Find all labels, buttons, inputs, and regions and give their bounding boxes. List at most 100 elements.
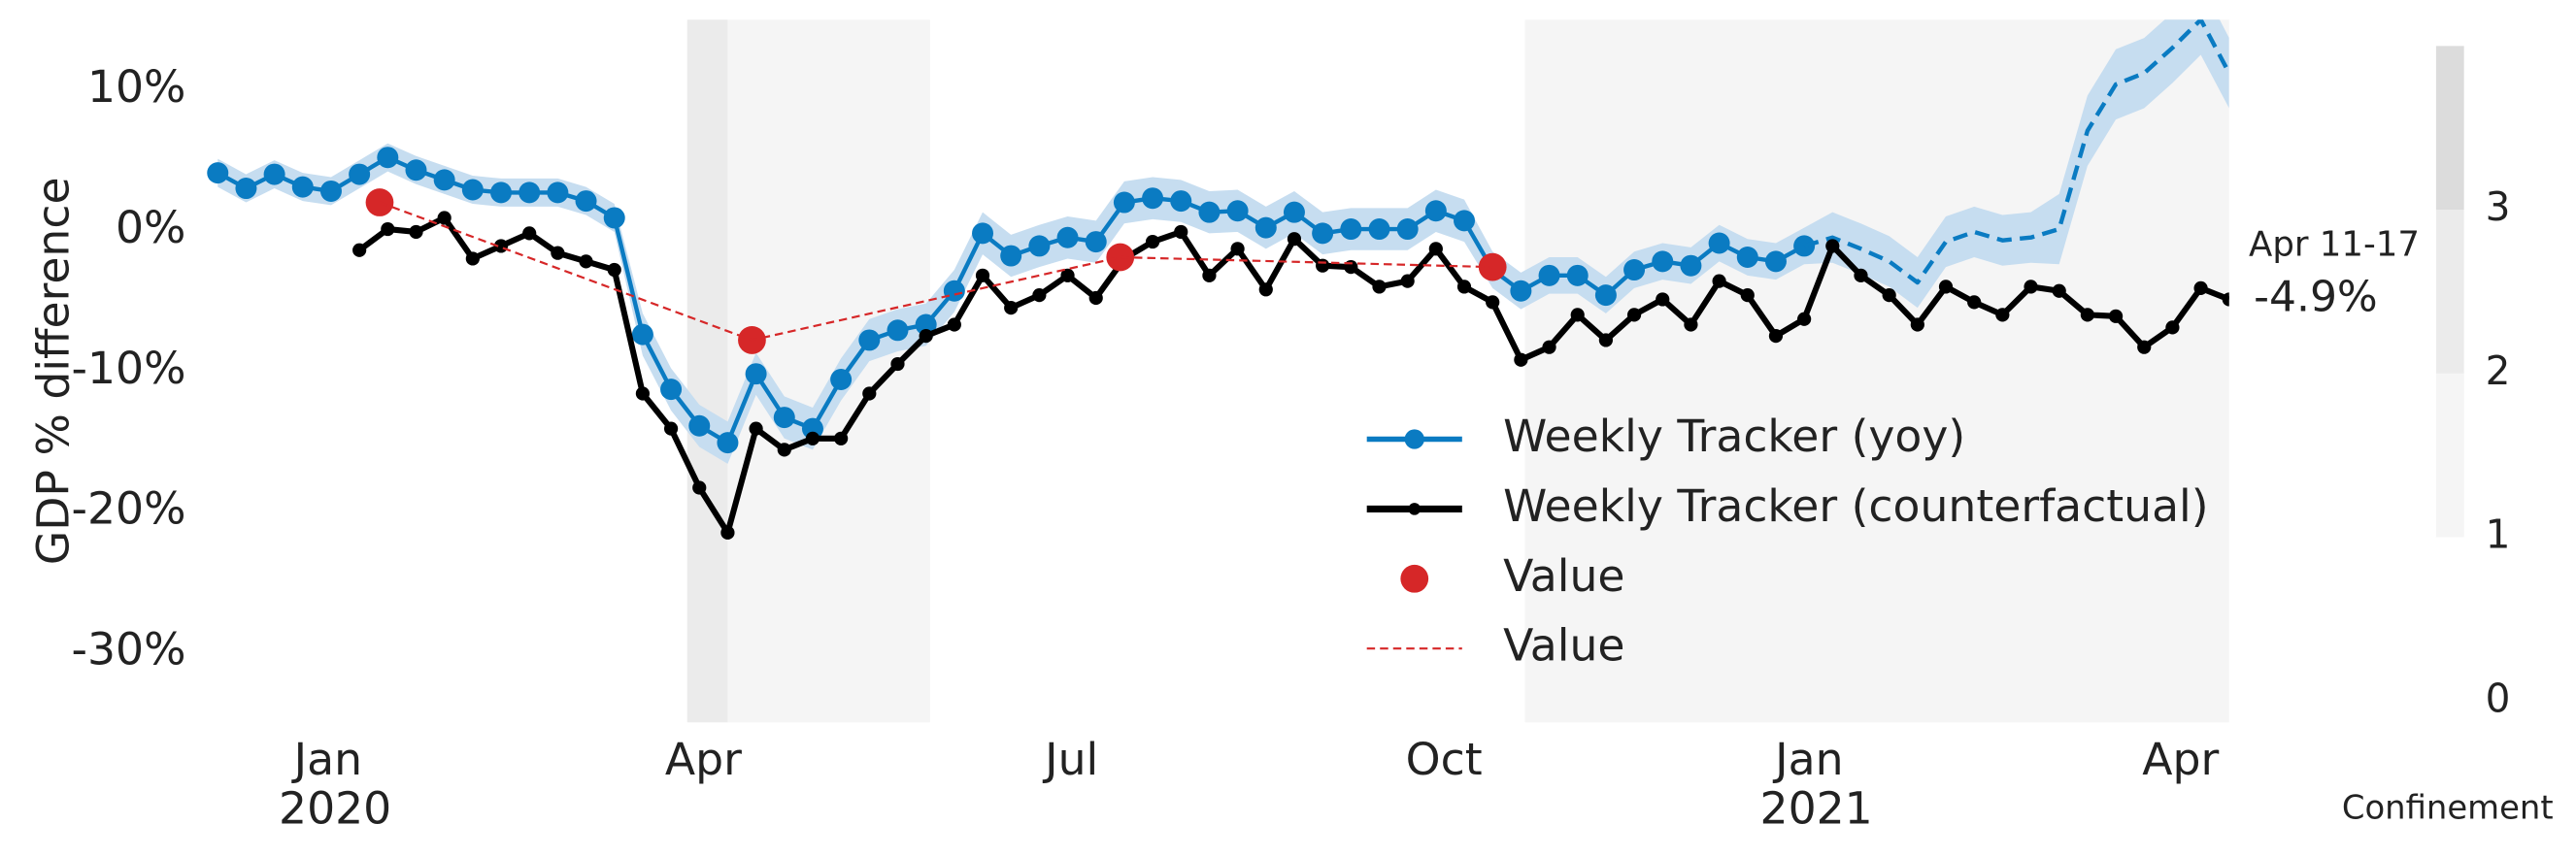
data-point [749, 421, 763, 436]
data-point [461, 179, 484, 201]
data-point [1088, 290, 1103, 306]
label-layer: GDP % difference 0 1 2 3 Confinement 10% 0% -10… [27, 61, 2553, 834]
data-point [663, 421, 679, 436]
data-point [1000, 245, 1022, 267]
data-point [519, 181, 541, 204]
colorbar-segment [2435, 373, 2464, 538]
x-tick-label: Jan 2020 [279, 733, 391, 834]
y-tick-label: 10% [87, 61, 185, 113]
y-tick-label: 0% [116, 202, 185, 253]
data-point [1938, 280, 1954, 294]
data-point [1708, 232, 1730, 254]
data-point [1283, 201, 1305, 223]
y-axis-label: GDP % difference [27, 177, 79, 565]
data-point [1032, 287, 1047, 303]
data-point [1287, 232, 1302, 247]
colorbar-segment [2435, 210, 2464, 374]
data-point [2165, 320, 2180, 335]
data-point [1142, 187, 1164, 210]
data-point [887, 319, 909, 342]
data-point [915, 313, 937, 336]
data-point [405, 159, 427, 181]
data-point [263, 163, 285, 185]
background-layer [686, 19, 2464, 723]
data-point [1825, 239, 1840, 253]
data-point [352, 243, 367, 257]
legend-item: Value [1400, 550, 1624, 602]
data-point [1198, 201, 1221, 223]
data-point [579, 254, 593, 269]
data-point [1570, 308, 1585, 322]
data-point [1174, 224, 1188, 240]
confinement-period [686, 19, 728, 723]
data-point [1478, 252, 1507, 281]
y-tick-label: -20% [72, 483, 186, 535]
data-point [858, 329, 881, 351]
data-point [805, 431, 820, 445]
data-point [1004, 301, 1019, 315]
data-point [1598, 333, 1613, 347]
confinement-period [1524, 19, 2229, 723]
data-point [1910, 317, 1924, 332]
data-point [660, 379, 683, 401]
data-point [777, 443, 791, 457]
data-point [2137, 340, 2152, 354]
x-tick-label: Jan 2021 [1760, 733, 1873, 834]
data-point [547, 181, 569, 204]
data-point [1538, 264, 1560, 286]
data-point [603, 207, 625, 229]
data-point [773, 407, 795, 429]
data-point [2108, 309, 2124, 323]
data-point [607, 262, 621, 278]
data-point [1396, 218, 1419, 241]
legend-marker [1404, 429, 1424, 449]
data-point [919, 328, 933, 344]
data-point [2052, 283, 2066, 298]
data-point [207, 162, 229, 184]
data-point [631, 323, 653, 346]
y-tick-label: -30% [72, 623, 186, 675]
legend-label: Value [1503, 620, 1624, 672]
annotation-value: -4.9% [2254, 272, 2378, 321]
data-point [2193, 280, 2208, 295]
data-point [1424, 200, 1447, 222]
data-point [1428, 242, 1443, 256]
data-point [1486, 295, 1500, 310]
data-point [1202, 268, 1217, 282]
data-point [1060, 268, 1075, 282]
data-point [834, 431, 849, 445]
data-point [1368, 218, 1390, 241]
legend-item: Weekly Tracker (counterfactual) [1366, 480, 2209, 532]
data-point [2080, 308, 2094, 322]
data-point [1510, 280, 1532, 302]
data-point [235, 178, 257, 200]
series-line [379, 201, 1493, 342]
data-point [1372, 280, 1387, 294]
data-point [2024, 280, 2038, 294]
data-point [1258, 282, 1273, 297]
data-point [1712, 274, 1726, 288]
data-point [801, 417, 823, 440]
data-point [437, 211, 452, 225]
data-point [830, 368, 853, 390]
data-point [1230, 242, 1245, 256]
annotation-label: Apr 11-17 [2249, 225, 2420, 265]
data-point [381, 221, 395, 237]
data-point [1400, 274, 1415, 288]
data-point [1316, 258, 1330, 273]
data-point [1995, 308, 2010, 322]
data-point [1170, 190, 1192, 213]
data-point [1623, 259, 1646, 281]
colorbar-segment [2435, 46, 2464, 211]
legend-label: Weekly Tracker (counterfactual) [1503, 480, 2208, 532]
data-point [1764, 250, 1787, 273]
data-point [1740, 287, 1755, 303]
data-point [1028, 235, 1051, 257]
plot-layer [207, 19, 2229, 540]
legend-item: Value [1366, 620, 1624, 672]
data-point [2222, 292, 2229, 307]
data-point [692, 480, 707, 495]
data-point [972, 222, 994, 245]
data-point [522, 226, 537, 241]
